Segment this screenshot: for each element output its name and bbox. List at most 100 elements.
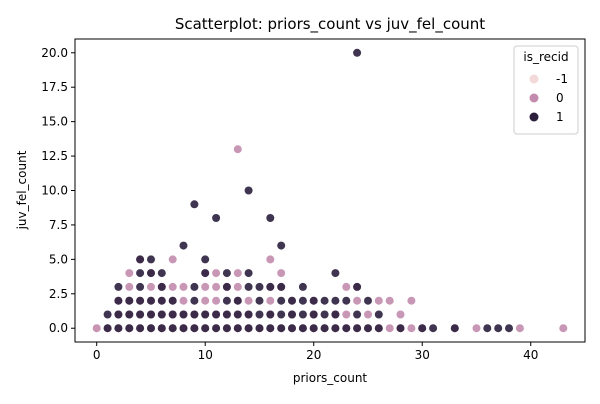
scatter-point (255, 282, 264, 291)
scatter-point (212, 296, 221, 305)
scatter-point (168, 296, 177, 305)
scatter-point (190, 324, 199, 333)
scatter-point (374, 324, 383, 333)
legend-entries: -1 0 1 (529, 72, 568, 124)
scatter-point (147, 255, 155, 264)
scatter-point (320, 310, 329, 319)
scatter-point (103, 324, 112, 333)
scatter-point (147, 282, 155, 291)
x-tick-label: 0 (93, 348, 101, 362)
scatter-point (103, 310, 112, 319)
scatter-point (277, 324, 286, 333)
scatter-point (179, 282, 188, 291)
scatter-point (353, 310, 362, 319)
scatter-point (212, 324, 221, 333)
scatter-point (407, 296, 416, 305)
scatter-point (396, 310, 405, 319)
scatter-point (342, 310, 351, 319)
y-tick-label: 20.0 (41, 46, 68, 60)
scatter-point (494, 324, 503, 333)
scatter-point (125, 269, 134, 278)
scatter-point (364, 310, 372, 319)
scatter-point (136, 282, 145, 291)
y-tick-label: 15.0 (41, 115, 68, 129)
scatter-point (244, 324, 253, 333)
scatter-point (222, 310, 231, 319)
legend-marker (529, 93, 539, 103)
scatter-point (114, 296, 123, 305)
scatter-point (114, 282, 123, 291)
chart-title: Scatterplot: priors_count vs juv_fel_cou… (175, 15, 485, 34)
scatter-point (222, 269, 231, 278)
scatter-point (374, 296, 383, 305)
scatter-point (298, 310, 307, 319)
scatter-point (559, 324, 568, 333)
scatter-point (298, 324, 307, 333)
scatter-point (255, 310, 264, 319)
plot-area-frame (74, 38, 586, 343)
scatter-point (385, 324, 394, 333)
scatter-point (277, 241, 286, 250)
scatter-point (147, 269, 155, 278)
y-axis-ticks: 0.0 2.5 5.0 7.5 10.0 12.5 15.0 17.5 20.0 (41, 46, 75, 335)
scatter-point (266, 324, 275, 333)
scatter-point (309, 310, 318, 319)
y-tick-label: 10.0 (41, 184, 68, 198)
scatter-point (385, 296, 394, 305)
scatter-point (157, 324, 166, 333)
scatter-point (114, 310, 123, 319)
scatter-point (309, 296, 318, 305)
scatter-point (136, 296, 145, 305)
scatter-point (374, 310, 383, 319)
scatter-point (244, 296, 253, 305)
scatter-point (125, 324, 134, 333)
scatter-point (168, 255, 177, 264)
legend-box (513, 45, 579, 135)
y-tick-label: 12.5 (41, 149, 68, 163)
scatter-point (147, 310, 155, 319)
scatter-point (277, 282, 286, 291)
legend-marker (529, 74, 539, 84)
y-tick-label: 7.5 (49, 218, 68, 232)
scatter-point (147, 324, 155, 333)
scatter-point (157, 282, 166, 291)
legend-label: 0 (556, 91, 564, 105)
scatter-point (168, 324, 177, 333)
legend-label: -1 (556, 72, 568, 86)
scatter-point (157, 269, 166, 278)
scatter-point (418, 324, 427, 333)
legend-marker (529, 112, 539, 122)
scatter-point (136, 255, 145, 264)
x-tick-label: 30 (415, 348, 430, 362)
scatter-point (147, 296, 155, 305)
scatter-point (201, 296, 210, 305)
scatter-point (92, 324, 101, 333)
scatter-point (244, 310, 253, 319)
scatter-point (331, 269, 340, 278)
scatter-point (222, 324, 231, 333)
scatter-point (266, 282, 275, 291)
scatter-point (288, 310, 296, 319)
scatter-point (233, 269, 242, 278)
scatter-point (320, 296, 329, 305)
scatter-point (179, 296, 188, 305)
scatter-point (190, 296, 199, 305)
scatter-point (266, 255, 275, 264)
scatter-point (298, 296, 307, 305)
scatter-point (190, 200, 199, 209)
scatter-point (277, 310, 286, 319)
scatter-point (364, 296, 372, 305)
scatter-point (472, 324, 481, 333)
scatter-point (168, 310, 177, 319)
scatter-point (266, 310, 275, 319)
scatter-point (136, 310, 145, 319)
y-tick-label: 0.0 (49, 321, 68, 335)
scatter-point (342, 296, 351, 305)
scatter-point (483, 324, 492, 333)
scatter-point (342, 282, 351, 291)
scatter-point (136, 269, 145, 278)
scatter-point (201, 310, 210, 319)
legend-label: 1 (556, 110, 564, 124)
scatter-point (353, 282, 362, 291)
